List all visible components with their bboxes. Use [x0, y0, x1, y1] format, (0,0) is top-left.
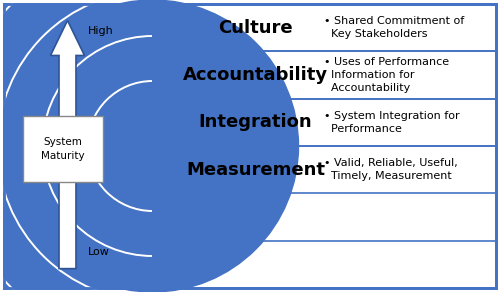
FancyArrow shape — [50, 20, 84, 269]
Text: System
Maturity: System Maturity — [41, 137, 84, 161]
Text: Integration: Integration — [198, 113, 312, 131]
Text: Low: Low — [88, 247, 110, 257]
FancyBboxPatch shape — [23, 116, 102, 182]
Text: • System Integration for
  Performance: • System Integration for Performance — [324, 111, 460, 134]
Text: Culture: Culture — [218, 19, 293, 37]
Text: • Uses of Performance
  Information for
  Accountability: • Uses of Performance Information for Ac… — [324, 57, 450, 93]
Text: High: High — [88, 26, 114, 36]
Text: • Valid, Reliable, Useful,
  Timely, Measurement: • Valid, Reliable, Useful, Timely, Measu… — [324, 158, 458, 181]
Bar — [4, 4, 152, 288]
Circle shape — [6, 0, 298, 292]
Text: • Shared Commitment of
  Key Stakeholders: • Shared Commitment of Key Stakeholders — [324, 16, 464, 39]
Text: Accountability: Accountability — [183, 66, 328, 84]
Text: Measurement: Measurement — [186, 161, 325, 179]
